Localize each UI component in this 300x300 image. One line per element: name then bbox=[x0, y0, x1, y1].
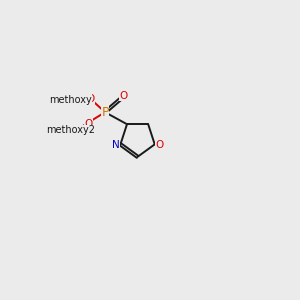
Text: N: N bbox=[112, 140, 120, 150]
Text: methoxy: methoxy bbox=[49, 94, 92, 104]
Text: O: O bbox=[86, 94, 94, 104]
Text: O: O bbox=[155, 140, 164, 150]
Text: P: P bbox=[101, 106, 109, 119]
Text: O: O bbox=[120, 91, 128, 100]
Text: methoxy2: methoxy2 bbox=[46, 125, 95, 136]
Text: O: O bbox=[84, 119, 92, 129]
